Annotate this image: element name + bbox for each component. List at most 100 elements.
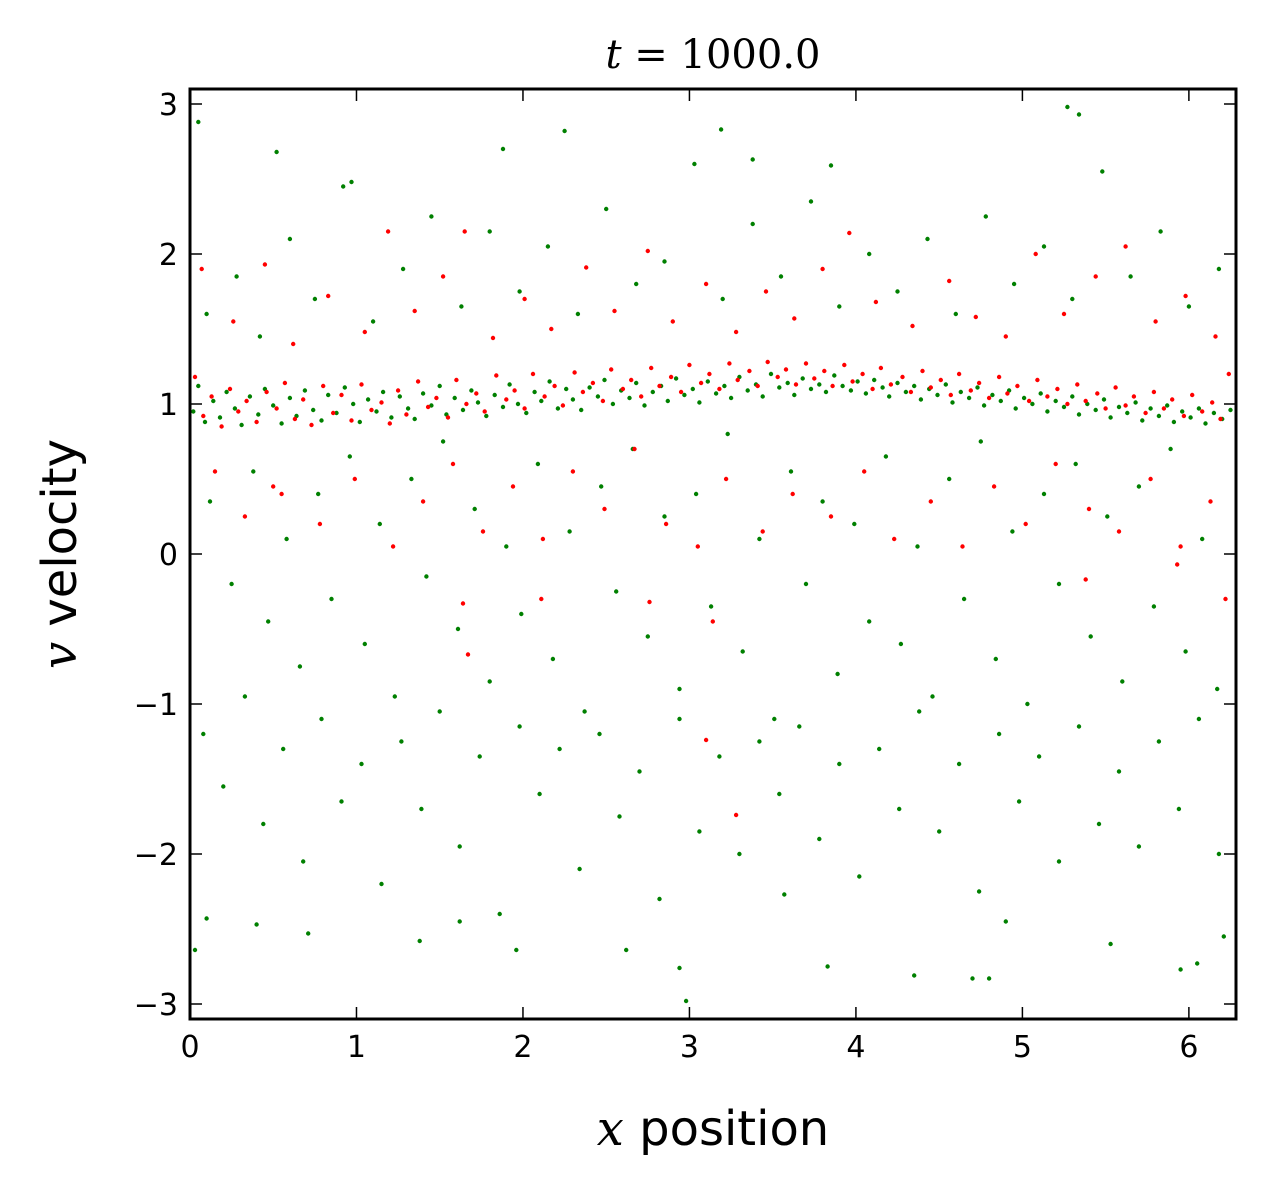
data-point: [888, 382, 894, 387]
data-point: [395, 388, 401, 393]
data-point: [1010, 529, 1015, 534]
data-point: [1083, 577, 1088, 582]
plot-frame: [188, 87, 1238, 1021]
data-point: [539, 596, 544, 602]
data-point: [708, 604, 714, 609]
data-point: [575, 311, 581, 317]
data-point: [873, 299, 879, 305]
y-tick-label: 1: [159, 388, 178, 423]
data-point: [722, 383, 727, 389]
data-point: [232, 406, 238, 411]
data-point: [968, 388, 973, 393]
data-point: [627, 395, 632, 401]
data-point: [973, 314, 978, 320]
data-point: [828, 514, 834, 519]
data-point: [947, 476, 952, 482]
data-point: [917, 709, 922, 714]
x-tick-label: 2: [513, 1030, 532, 1065]
data-point: [475, 400, 481, 405]
data-point: [399, 739, 404, 744]
data-point: [297, 664, 303, 669]
data-point: [490, 335, 496, 341]
data-point: [517, 289, 522, 294]
data-point: [993, 656, 998, 662]
data-point: [1170, 397, 1175, 402]
data-point: [365, 397, 371, 402]
data-point: [415, 379, 421, 384]
data-point: [650, 389, 655, 395]
y-tick-label: 2: [159, 238, 178, 273]
data-point: [484, 413, 489, 419]
data-point: [788, 469, 794, 474]
data-point: [524, 410, 529, 416]
data-point: [803, 361, 809, 366]
title-equals: =: [622, 32, 681, 78]
data-point: [519, 611, 524, 617]
data-point: [419, 806, 424, 812]
data-point: [800, 376, 805, 381]
data-point: [600, 398, 606, 404]
data-point: [282, 380, 288, 386]
data-point: [624, 947, 629, 953]
data-point: [212, 469, 218, 474]
data-point: [950, 400, 955, 405]
data-point: [662, 514, 667, 519]
data-point: [735, 377, 740, 383]
data-point: [783, 367, 789, 372]
data-point: [492, 392, 497, 398]
data-point: [1033, 251, 1038, 257]
data-point: [976, 380, 982, 386]
data-point: [663, 521, 669, 527]
data-point: [727, 361, 732, 366]
data-point: [1218, 416, 1223, 422]
data-point: [256, 412, 261, 417]
data-point: [1156, 413, 1162, 419]
data-point: [500, 146, 506, 152]
data-point: [247, 394, 253, 399]
data-point: [1065, 104, 1070, 110]
data-point: [697, 400, 702, 405]
data-point: [828, 163, 834, 168]
y-tick-label: −3: [134, 988, 178, 1023]
data-point: [705, 379, 710, 384]
data-point: [564, 386, 569, 392]
data-point: [695, 544, 700, 549]
data-point: [1065, 401, 1070, 407]
data-point: [983, 214, 988, 219]
data-point: [1180, 409, 1185, 414]
data-point: [958, 389, 963, 395]
data-point: [445, 415, 451, 420]
data-point: [1011, 281, 1017, 287]
data-point: [772, 716, 777, 722]
data-point: [956, 761, 962, 767]
data-point: [440, 439, 446, 444]
data-point: [1175, 562, 1180, 567]
data-point: [352, 476, 357, 482]
data-point: [209, 394, 214, 399]
data-point: [424, 574, 429, 579]
data-point: [261, 821, 266, 827]
data-point: [930, 694, 935, 699]
data-point: [292, 416, 298, 422]
data-point: [877, 746, 882, 752]
data-point: [567, 529, 572, 534]
chart-title: t = 1000.0: [606, 32, 821, 78]
data-point: [668, 374, 674, 380]
data-point: [808, 386, 814, 392]
data-point: [1153, 319, 1158, 324]
data-point: [1178, 544, 1183, 549]
data-point: [920, 368, 925, 374]
data-point: [1183, 649, 1188, 654]
data-point: [1055, 386, 1060, 392]
data-point: [417, 938, 422, 944]
data-point: [898, 641, 904, 647]
data-point: [609, 367, 614, 372]
data-point: [703, 737, 709, 743]
data-point: [385, 229, 391, 234]
data-point: [202, 419, 208, 425]
data-point: [357, 419, 362, 425]
data-point: [996, 374, 1002, 380]
data-point: [683, 998, 689, 1004]
data-point: [998, 398, 1003, 404]
data-point: [339, 392, 344, 398]
